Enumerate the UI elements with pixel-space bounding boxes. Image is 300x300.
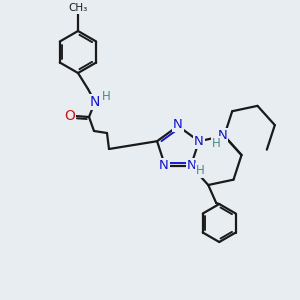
Text: N: N — [90, 95, 100, 109]
Text: O: O — [64, 109, 75, 123]
Text: CH₃: CH₃ — [68, 3, 88, 13]
Text: N: N — [187, 159, 197, 172]
Text: N: N — [159, 159, 169, 172]
Text: H: H — [212, 137, 220, 150]
Text: H: H — [102, 91, 110, 103]
Text: H: H — [196, 164, 204, 177]
Text: N: N — [194, 135, 204, 148]
Text: N: N — [217, 129, 227, 142]
Text: N: N — [187, 159, 197, 172]
Text: N: N — [173, 118, 183, 131]
